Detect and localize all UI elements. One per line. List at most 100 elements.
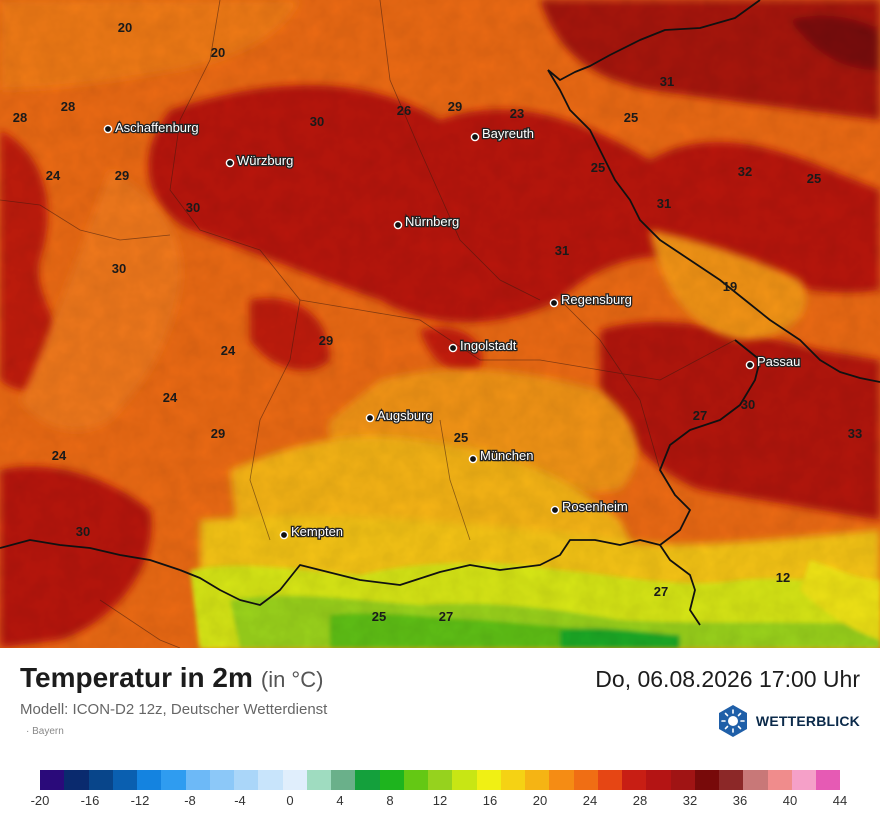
model-info: Modell: ICON-D2 12z, Deutscher Wetterdie…: [20, 701, 328, 718]
scale-swatch: [573, 770, 598, 790]
scale-swatch: [40, 770, 65, 790]
value-label: 31: [555, 243, 569, 258]
city-label: München: [480, 448, 533, 463]
city-bayreuth[interactable]: Bayreuth: [470, 125, 535, 142]
city-label: Aschaffenburg: [115, 120, 199, 135]
scale-swatch: [379, 770, 404, 790]
city-label: Bayreuth: [482, 126, 534, 141]
scale-swatch: [137, 770, 162, 790]
value-label: 24: [221, 343, 236, 358]
value-label: 30: [76, 524, 90, 539]
city-label: Nürnberg: [405, 214, 459, 229]
region-name: Bayern: [32, 726, 64, 737]
temperature-values: 20 20 28 28 30 26 29 23 31 25 32 25 24 2…: [13, 20, 862, 624]
value-label: 25: [624, 110, 638, 125]
scale-swatch: [209, 770, 234, 790]
value-label: 25: [591, 160, 605, 175]
city-label: Regensburg: [561, 292, 632, 307]
forecast-datetime: Do, 06.08.2026 17:00 Uhr: [595, 666, 860, 692]
value-label: 24: [163, 390, 178, 405]
scale-swatch: [719, 770, 744, 790]
value-label: 24: [52, 448, 67, 463]
value-label: 27: [693, 408, 707, 423]
city-regensburg[interactable]: Regensburg: [549, 291, 633, 308]
map-title: Temperatur in 2m (in °C): [20, 662, 323, 694]
value-label: 27: [654, 584, 668, 599]
city-ingolstadt[interactable]: Ingolstadt: [448, 337, 518, 354]
city-label: Augsburg: [377, 408, 433, 423]
scale-swatch: [791, 770, 816, 790]
value-label: 28: [61, 99, 75, 114]
scale-swatch: [743, 770, 768, 790]
scale-tick-label: 4: [336, 793, 344, 808]
region-label: · Bayern: [26, 726, 64, 737]
scale-swatch: [500, 770, 525, 790]
scale-swatch: [525, 770, 550, 790]
value-label: 30: [741, 397, 755, 412]
city-passau[interactable]: Passau: [745, 353, 802, 370]
title-unit: (in °C): [260, 667, 324, 692]
value-label: 24: [46, 168, 61, 183]
district-borders: [0, 0, 736, 648]
value-label: 25: [454, 430, 468, 445]
city-markers: Aschaffenburg Würzburg Bayreuth Nürnberg…: [103, 119, 802, 540]
value-label: 30: [310, 114, 324, 129]
scale-tick-label: 12: [432, 793, 448, 808]
scale-swatch: [258, 770, 283, 790]
scale-swatch: [452, 770, 477, 790]
scale-swatch: [549, 770, 574, 790]
value-label: 19: [723, 279, 737, 294]
scale-swatch: [161, 770, 186, 790]
scale-swatch: [646, 770, 671, 790]
scale-swatch: [64, 770, 89, 790]
value-label: 26: [397, 103, 411, 118]
scale-tick-label: -8: [184, 793, 196, 808]
value-label: 29: [319, 333, 333, 348]
scale-swatch: [428, 770, 453, 790]
city-nuernberg[interactable]: Nürnberg: [393, 213, 461, 230]
value-label: 29: [115, 168, 129, 183]
scale-swatch: [112, 770, 137, 790]
scale-swatch: [88, 770, 113, 790]
temperature-map: 20 20 28 28 30 26 29 23 31 25 32 25 24 2…: [0, 0, 880, 648]
scale-swatch: [282, 770, 307, 790]
city-label: Rosenheim: [562, 499, 628, 514]
scale-tick-label: 32: [682, 793, 698, 808]
city-augsburg[interactable]: Augsburg: [365, 407, 434, 424]
scale-tick-label: 44: [832, 793, 848, 808]
value-label: 28: [13, 110, 27, 125]
city-muenchen[interactable]: München: [468, 447, 535, 464]
scale-swatch: [622, 770, 647, 790]
wetterblick-logo[interactable]: WETTERBLICK: [716, 704, 860, 738]
scale-tick-label: 20: [532, 793, 548, 808]
scale-swatch: [331, 770, 356, 790]
country-borders: [0, 0, 880, 626]
scale-tick-label: -4: [234, 793, 246, 808]
value-label: 29: [448, 99, 462, 114]
scale-swatch: [306, 770, 331, 790]
sun-hexagon-icon: [718, 705, 747, 737]
city-aschaffenburg[interactable]: Aschaffenburg: [103, 119, 200, 136]
scale-swatch: [816, 770, 841, 790]
city-rosenheim[interactable]: Rosenheim: [550, 498, 629, 515]
scale-swatch: [670, 770, 695, 790]
scale-swatch: [476, 770, 501, 790]
scale-swatch: [403, 770, 428, 790]
city-kempten[interactable]: Kempten: [279, 523, 344, 540]
scale-tick-label: 28: [632, 793, 648, 808]
city-wuerzburg[interactable]: Würzburg: [225, 152, 295, 169]
value-label: 20: [211, 45, 225, 60]
color-scale: [40, 770, 841, 790]
scale-swatch: [597, 770, 622, 790]
scale-swatch: [234, 770, 259, 790]
value-label: 25: [807, 171, 821, 186]
value-label: 23: [510, 106, 524, 121]
temperature-field: [0, 0, 880, 648]
scale-tick-label: 40: [782, 793, 798, 808]
scale-tick-label: -20: [30, 793, 50, 808]
city-label: Kempten: [291, 524, 343, 539]
value-label: 31: [657, 196, 671, 211]
scale-tick-label: 36: [732, 793, 748, 808]
scale-swatch: [694, 770, 719, 790]
scale-tick-label: 0: [286, 793, 294, 808]
